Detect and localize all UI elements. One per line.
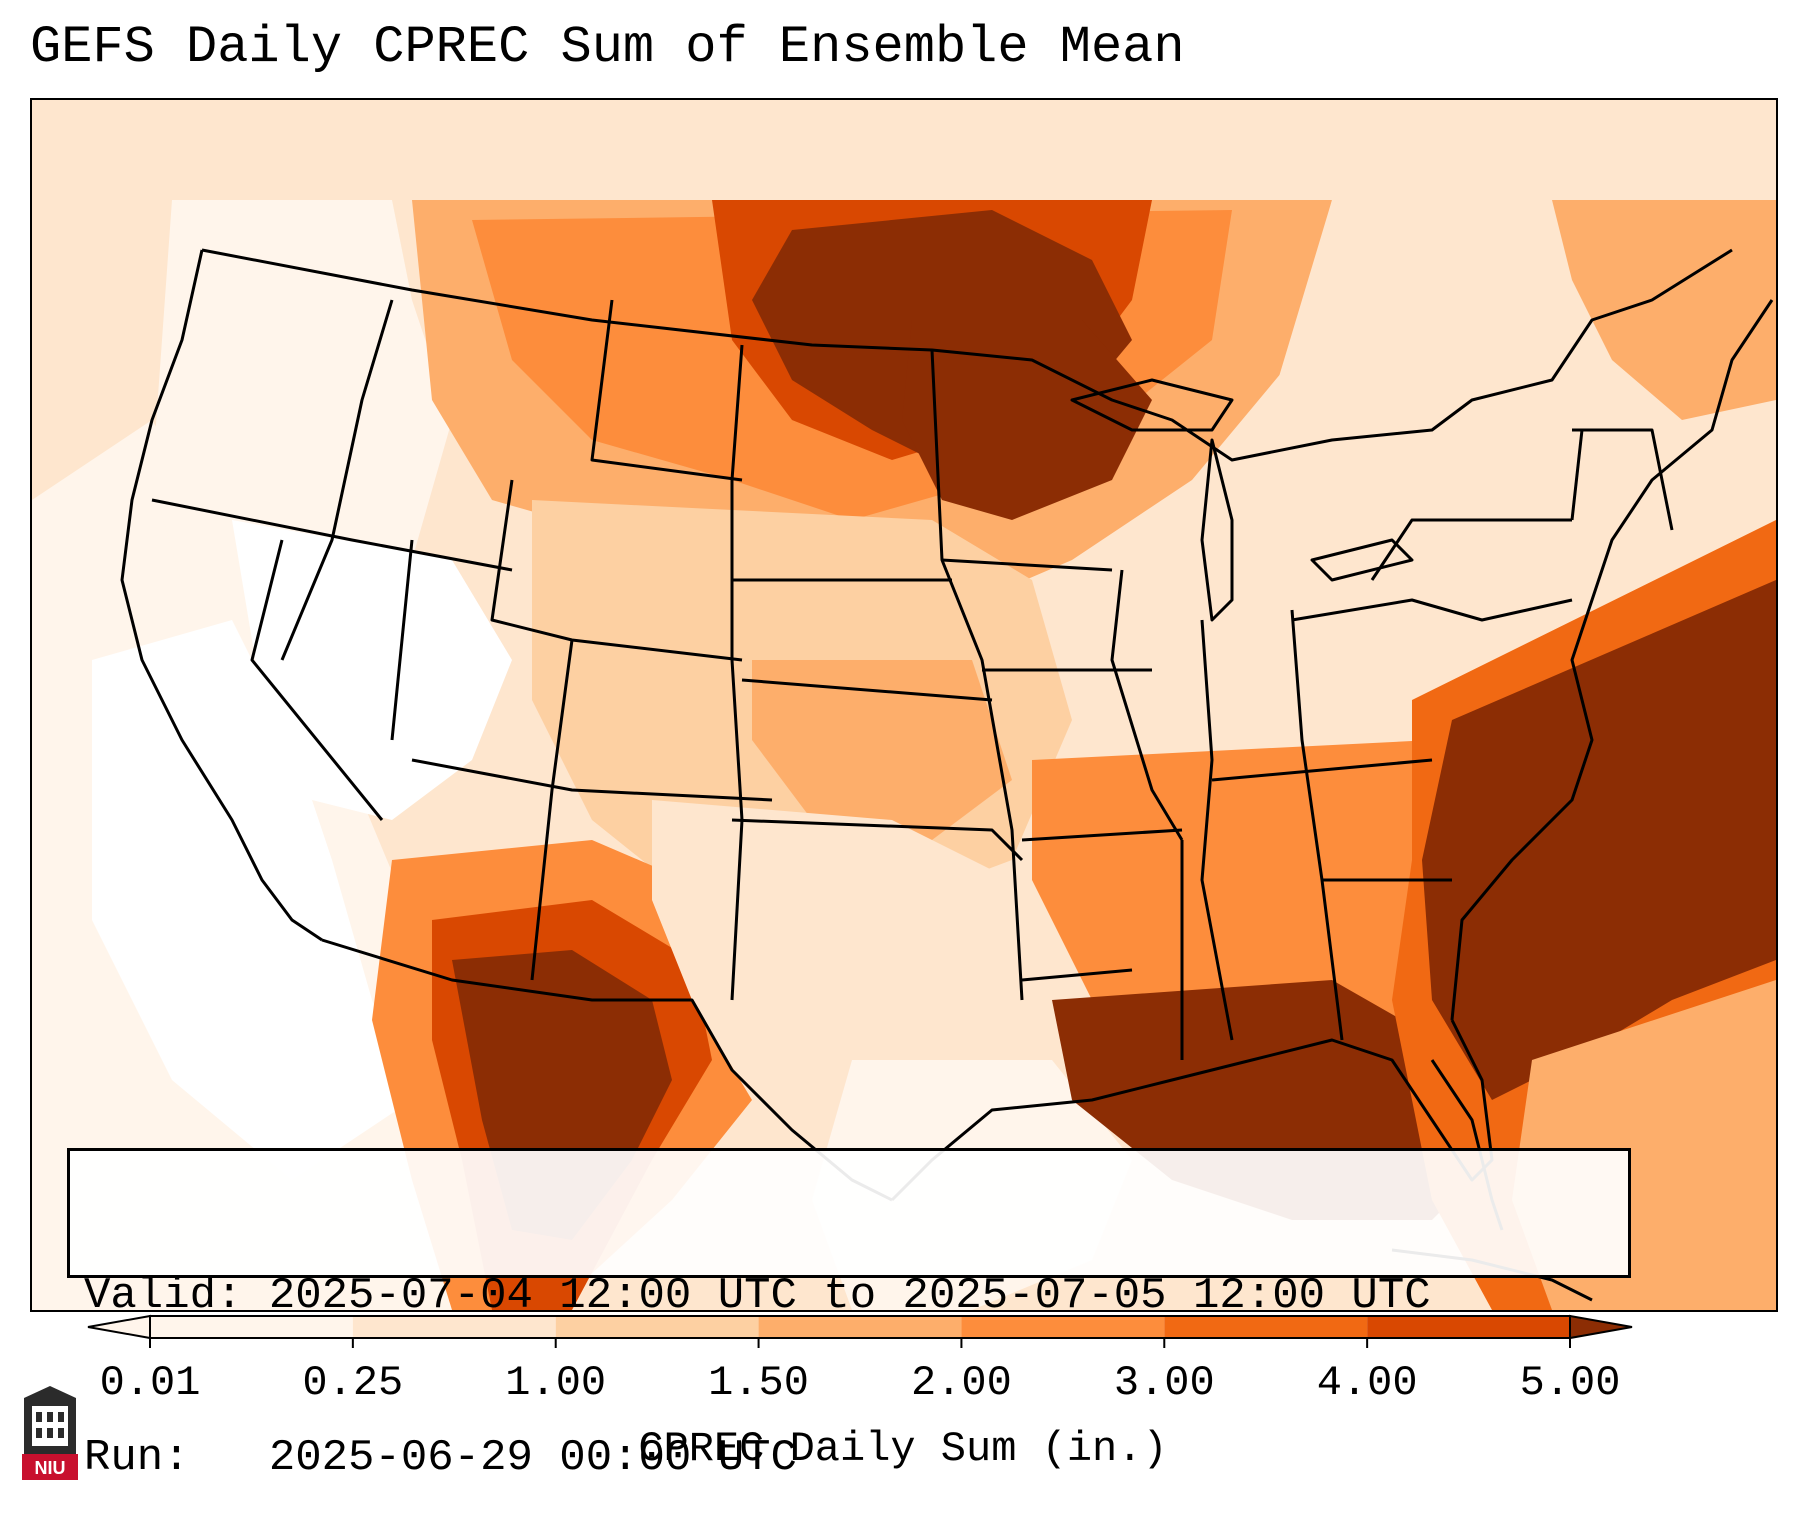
colorbar [87,1314,1633,1348]
kansas-orange [752,660,1012,840]
run-row: Run: 2025-06-29 00:00 UTC [84,1431,1628,1485]
valid-row: Valid: 2025-07-04 12:00 UTC to 2025-07-0… [84,1269,1628,1323]
lake-erie [1310,538,1414,582]
great-basin-dry [232,520,512,820]
logo-banner [22,1454,78,1480]
pacific-coast [120,249,323,942]
colorbar-tick-label: 5.00 [1519,1359,1621,1407]
map-panel [30,98,1778,1312]
colorbar-extend-low [87,1314,151,1340]
colorbar-label: CPREC Daily Sum (in.) [638,1425,1168,1473]
colorbar-segment [555,1316,759,1338]
california-white [92,620,412,1180]
canada-border [201,248,1733,462]
valid-run-box: Valid: 2025-07-04 12:00 UTC to 2025-07-0… [67,1148,1631,1483]
colorbar-segment [150,1316,353,1338]
colorbar-tick-label: 0.01 [99,1359,201,1407]
upper-mw-dark [902,320,1152,520]
colorbar-tick-label: 0.25 [302,1359,404,1407]
boundaries [120,248,1774,1302]
run-label: Run: [84,1433,190,1483]
colorbar-segment [1164,1316,1368,1338]
colorbar-tick-label: 2.00 [911,1359,1012,1407]
quebec-orange [1552,200,1776,420]
logo-text: NIU [35,1458,66,1478]
run-value: 2025-06-29 00:00 UTC [268,1433,797,1483]
valid-value: 2025-07-04 12:00 UTC to 2025-07-05 12:00… [268,1271,1431,1321]
colorbar-tick-label: 4.00 [1316,1359,1418,1407]
lake-michigan [1200,438,1234,622]
colorbar-segment [352,1316,556,1338]
precip-map [32,100,1776,1310]
lake-superior [1070,378,1234,432]
atlantic-coast [1450,299,1774,1021]
colorbar-tick-label: 1.50 [708,1359,809,1407]
colorbar-segment [758,1316,962,1338]
colorbar-tick-label: 3.00 [1113,1359,1215,1407]
colorbar-extend-high [1569,1314,1633,1340]
atlantic-dark [1422,580,1776,1100]
niu-logo: NIU [22,1386,78,1480]
chart-title: GEFS Daily CPREC Sum of Ensemble Mean [30,18,1185,77]
valid-label: Valid: [84,1271,243,1321]
colorbar-segment [1367,1316,1570,1338]
colorbar-segment [961,1316,1165,1338]
colorbar-tick-label: 1.00 [505,1359,607,1407]
